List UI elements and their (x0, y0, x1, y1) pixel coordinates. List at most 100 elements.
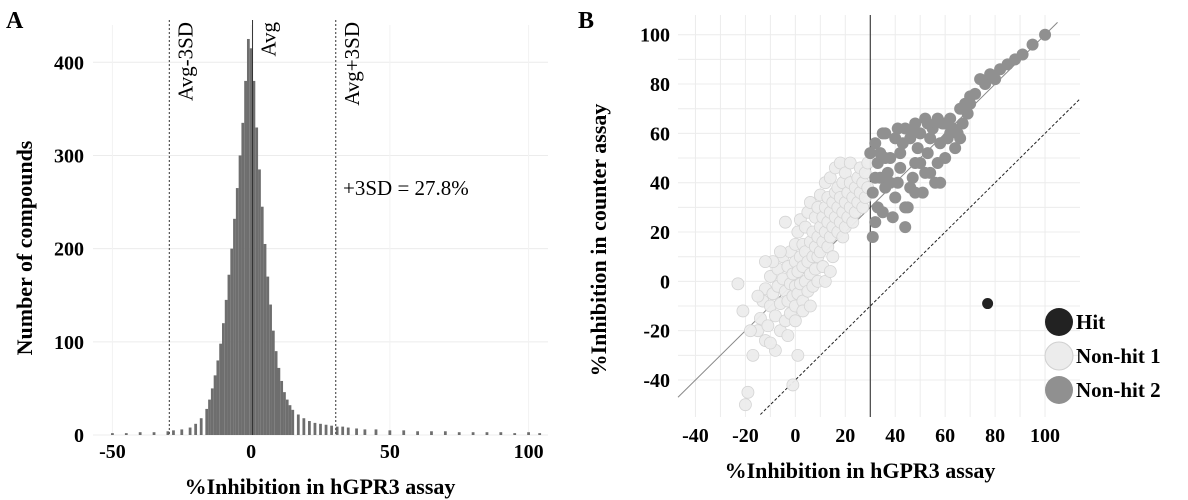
data-point (1039, 28, 1052, 41)
histogram-bar (138, 432, 142, 435)
panel-b-points (731, 28, 1052, 412)
data-point (886, 211, 899, 224)
histogram-bar (252, 80, 256, 435)
data-point (964, 97, 977, 110)
histogram-bar (457, 432, 461, 435)
x-tick-label: 100 (514, 441, 544, 463)
x-tick-label: 0 (246, 441, 256, 463)
histogram-bar (313, 422, 317, 435)
data-point (736, 304, 750, 318)
histogram-bar (194, 423, 198, 435)
data-point (911, 142, 924, 155)
data-point (944, 127, 957, 140)
histogram-bar (238, 155, 242, 436)
histogram-bar (249, 48, 253, 435)
histogram-bar (288, 405, 292, 435)
histogram-bar (280, 380, 284, 435)
data-point (899, 201, 912, 214)
y-tick-label: 100 (640, 25, 670, 47)
data-point (891, 122, 904, 135)
histogram-bar (124, 433, 128, 435)
data-point (909, 186, 922, 199)
x-tick-label: -20 (732, 425, 759, 447)
data-point (979, 78, 992, 91)
y-tick-label: 80 (650, 74, 670, 96)
panel-a-reference-lines: Avg-3SD Avg Avg+3SD (168, 20, 364, 435)
data-point (884, 176, 897, 189)
histogram-bar (527, 432, 530, 435)
histogram-bar (308, 421, 311, 435)
data-point (763, 336, 777, 350)
data-point (739, 398, 752, 412)
data-point (899, 221, 912, 234)
data-point (921, 147, 934, 160)
data-point (869, 137, 882, 150)
histogram-bar (188, 427, 192, 435)
data-point (924, 132, 937, 145)
histogram-bar (205, 408, 209, 435)
panel-b-y-axis-title: %Inhibition in counter assay (586, 104, 611, 377)
histogram-bar (199, 418, 203, 435)
panel-b-ticks: -40 -20 0 20 40 60 80 100 -40 -20 0 20 40 60 80 100 (640, 25, 1060, 447)
data-point (889, 191, 902, 204)
panel-a-ticks: 0 100 200 300 400 -50 0 50 100 (54, 52, 544, 463)
y-tick-label: -20 (643, 321, 670, 343)
data-point (906, 171, 919, 184)
histogram-bar (319, 423, 322, 435)
y-tick-label: 60 (650, 123, 670, 145)
histogram-bar (269, 304, 272, 435)
histogram-bar (402, 430, 406, 435)
histogram-bar (374, 429, 378, 435)
panel-b-label: B (578, 8, 594, 34)
data-point (1026, 38, 1039, 51)
histogram-bar (263, 243, 267, 435)
histogram-bar (430, 431, 433, 435)
y-tick-label: 20 (650, 222, 670, 244)
data-point (781, 329, 795, 343)
panel-a-label: A (6, 8, 24, 34)
reference-line-label: Avg (257, 22, 281, 57)
histogram-bar (274, 351, 278, 435)
y-tick-label: 0 (74, 425, 84, 447)
histogram-bar (233, 218, 236, 435)
legend-label: Hit (1076, 310, 1105, 334)
y-tick-label: -40 (643, 370, 670, 392)
histogram-bar (224, 299, 228, 435)
data-point (791, 348, 805, 362)
legend-marker (1045, 308, 1073, 336)
legend-label: Non-hit 2 (1076, 378, 1161, 402)
x-tick-label: 50 (380, 441, 400, 463)
y-tick-label: 40 (650, 173, 670, 195)
panel-a-bars (111, 38, 542, 436)
x-tick-label: -50 (99, 441, 126, 463)
histogram-bar (208, 399, 211, 435)
x-tick-label: 40 (885, 425, 905, 447)
data-point (989, 73, 1002, 86)
data-point (788, 314, 802, 328)
data-point (934, 176, 947, 189)
data-point (924, 166, 937, 179)
data-point (876, 206, 889, 219)
data-point (894, 161, 907, 174)
data-point (826, 250, 840, 264)
data-point (741, 385, 755, 399)
data-point (921, 117, 934, 130)
data-point (773, 245, 787, 259)
data-point (786, 378, 800, 392)
legend-marker (1045, 376, 1073, 404)
data-point (956, 117, 969, 130)
y-tick-label: 0 (660, 271, 670, 293)
histogram-bar (355, 428, 358, 435)
y-tick-label: 100 (54, 332, 84, 354)
histogram-bar (363, 429, 367, 435)
histogram-bar (180, 429, 184, 435)
y-tick-label: 200 (54, 239, 84, 261)
histogram-bar (210, 388, 214, 435)
histogram-bar (266, 276, 270, 435)
data-point (823, 265, 837, 278)
histogram-bar (538, 433, 542, 435)
data-point (939, 152, 952, 165)
data-point (939, 117, 952, 130)
histogram-bar (244, 80, 247, 435)
